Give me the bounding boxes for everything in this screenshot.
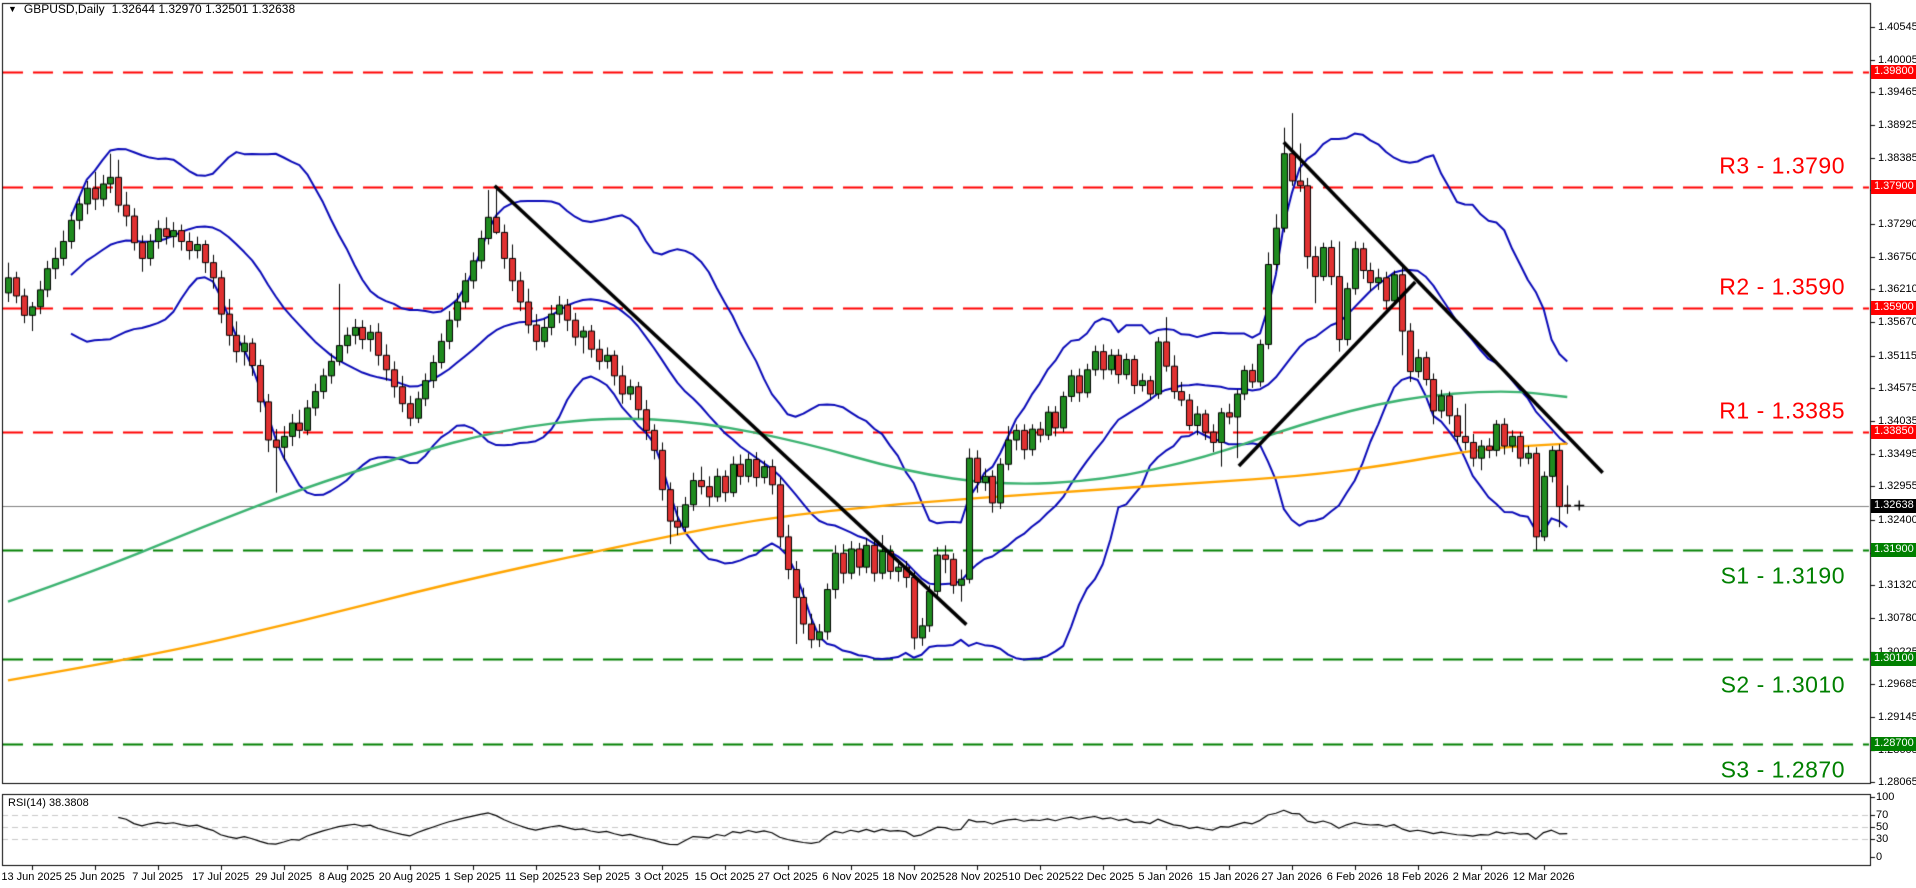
date-tick-label: 2 Mar 2026 [1452, 871, 1509, 883]
date-tick-label: 12 Mar 2026 [1512, 871, 1575, 883]
rsi-scale-label: 70 [1876, 809, 1889, 821]
price-tick-label: 1.38385 [1878, 151, 1916, 164]
date-tick-label: 13 Jun 2025 [1, 871, 62, 883]
symbol-dropdown-icon[interactable]: ▼ [8, 4, 17, 14]
date-tick-label: 3 Oct 2025 [634, 871, 689, 883]
date-tick-label: 27 Oct 2025 [757, 871, 818, 883]
support-label-s2: S2 - 1.3010 [1720, 671, 1845, 698]
price-tick-label: 1.34575 [1878, 382, 1916, 395]
date-tick-label: 6 Feb 2026 [1326, 871, 1383, 883]
date-tick-label: 5 Jan 2026 [1138, 871, 1193, 883]
price-tick-label: 1.40545 [1878, 20, 1916, 33]
date-tick-label: 15 Oct 2025 [694, 871, 755, 883]
price-tick-label: 1.36210 [1878, 283, 1916, 296]
date-tick-label: 11 Sep 2025 [504, 871, 567, 883]
price-tick-label: 1.36750 [1878, 250, 1916, 263]
price-tick-label: 1.37290 [1878, 217, 1916, 230]
price-tick-label: 1.33495 [1878, 447, 1916, 460]
date-tick-label: 22 Dec 2025 [1071, 871, 1134, 883]
price-axis-box: 1.37900 [1871, 180, 1916, 194]
price-tick-label: 1.28065 [1878, 776, 1916, 789]
price-tick-label: 1.29685 [1878, 678, 1916, 691]
date-tick-label: 23 Sep 2025 [567, 871, 630, 883]
date-tick-label: 8 Aug 2025 [318, 871, 375, 883]
date-tick-label: 20 Aug 2025 [378, 871, 441, 883]
price-tick-label: 1.35670 [1878, 315, 1916, 328]
date-tick-label: 25 Jun 2025 [64, 871, 125, 883]
price-tick-label: 1.38925 [1878, 118, 1916, 131]
resistance-label-r1: R1 - 1.3385 [1719, 397, 1845, 424]
date-tick-label: 29 Jul 2025 [255, 871, 313, 883]
date-tick-label: 7 Jul 2025 [132, 871, 184, 883]
price-axis-box: 1.39800 [1871, 65, 1916, 79]
price-axis-box: 1.30100 [1871, 652, 1916, 667]
chart-title-bar: ▼ GBPUSD,Daily 1.32644 1.32970 1.32501 1… [8, 2, 295, 16]
price-axis-box: 1.31900 [1871, 543, 1916, 558]
rsi-scale-label: 100 [1876, 791, 1895, 803]
date-tick-label: 28 Nov 2025 [945, 871, 1008, 883]
price-tick-label: 1.40005 [1878, 53, 1916, 66]
date-tick-label: 6 Nov 2025 [822, 871, 879, 883]
price-axis-box: 1.32638 [1871, 498, 1916, 513]
ohlc-values: 1.32644 1.32970 1.32501 1.32638 [111, 2, 296, 16]
price-tick-label: 1.39465 [1878, 86, 1916, 99]
price-axis-box: 1.33850 [1871, 425, 1916, 440]
price-axis-box: 1.28700 [1871, 736, 1916, 751]
resistance-label-r3: R3 - 1.3790 [1719, 152, 1845, 179]
price-tick-label: 1.30780 [1878, 611, 1916, 624]
resistance-label-r2: R2 - 1.3590 [1719, 273, 1845, 300]
price-tick-label: 1.31320 [1878, 579, 1916, 592]
price-tick-label: 1.29145 [1878, 710, 1916, 723]
date-tick-label: 15 Jan 2026 [1198, 871, 1259, 883]
rsi-scale-label: 50 [1876, 821, 1889, 833]
price-tick-label: 1.32955 [1878, 480, 1916, 493]
support-label-s1: S1 - 1.3190 [1720, 562, 1845, 589]
date-tick-label: 17 Jul 2025 [192, 871, 250, 883]
rsi-scale-label: 30 [1876, 833, 1889, 845]
date-tick-label: 10 Dec 2025 [1008, 871, 1071, 883]
price-tick-label: 1.32400 [1878, 513, 1916, 526]
rsi-scale-label: 0 [1876, 851, 1883, 863]
date-tick-label: 18 Nov 2025 [882, 871, 945, 883]
price-axis-box: 1.35900 [1871, 301, 1916, 316]
support-label-s3: S3 - 1.2870 [1720, 756, 1845, 783]
date-tick-label: 18 Feb 2026 [1386, 871, 1449, 883]
price-tick-label: 1.34035 [1878, 414, 1916, 427]
rsi-indicator-label: RSI(14) 38.3808 [8, 797, 89, 809]
price-tick-label: 1.35115 [1878, 349, 1916, 362]
date-tick-label: 1 Sep 2025 [444, 871, 501, 883]
date-tick-label: 27 Jan 2026 [1261, 871, 1322, 883]
symbol-period-title: GBPUSD,Daily [23, 2, 105, 16]
